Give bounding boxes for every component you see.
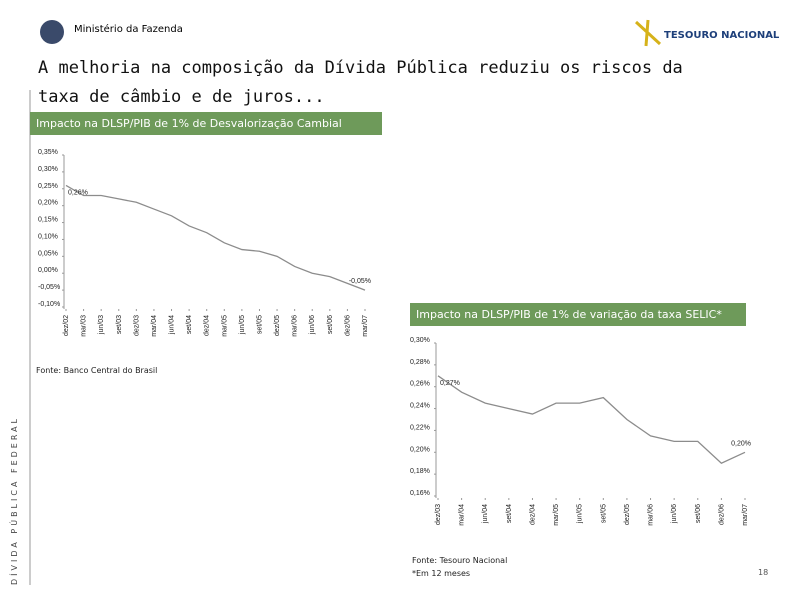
x-tick-label: mar/03 bbox=[81, 315, 88, 337]
y-tick-label: 0,15% bbox=[38, 217, 58, 224]
x-tick-label: jun/04 bbox=[169, 315, 176, 335]
x-tick-label: set/04 bbox=[186, 315, 193, 334]
annotation: -0,05% bbox=[349, 278, 371, 285]
y-tick-label: 0,20% bbox=[410, 446, 430, 453]
x-tick-label: jun/05 bbox=[577, 504, 584, 524]
note: *Em 12 meses bbox=[412, 569, 471, 578]
side-label: DÍVIDA PÚBLICA FEDERAL bbox=[10, 415, 19, 585]
x-tick-label: dez/04 bbox=[204, 315, 211, 336]
x-tick-label: jun/03 bbox=[98, 315, 105, 335]
y-tick-label: 0,18% bbox=[410, 468, 430, 475]
y-tick-label: 0,22% bbox=[410, 424, 430, 431]
source: Fonte: Tesouro Nacional bbox=[412, 556, 508, 565]
x-tick-label: jun/04 bbox=[482, 504, 489, 524]
chart-title: Impacto na DLSP/PIB de 1% de Desvaloriza… bbox=[30, 112, 382, 135]
y-tick-label: 0,30% bbox=[410, 337, 430, 344]
x-tick-label: set/06 bbox=[327, 315, 334, 334]
y-tick-label: 0,26% bbox=[410, 381, 430, 388]
x-tick-label: mar/04 bbox=[459, 504, 466, 526]
emblem bbox=[40, 20, 64, 44]
y-tick-label: 0,20% bbox=[38, 200, 58, 207]
slide-title: A melhoria na composição da Dívida Públi… bbox=[38, 58, 683, 107]
y-tick-label: 0,35% bbox=[38, 149, 58, 156]
x-tick-label: mar/05 bbox=[553, 504, 560, 526]
y-tick-label: 0,05% bbox=[38, 250, 58, 257]
x-tick-label: mar/06 bbox=[292, 315, 299, 337]
chart-title: Impacto na DLSP/PIB de 1% de variação da… bbox=[410, 303, 746, 326]
y-tick-label: -0,05% bbox=[38, 284, 60, 291]
y-tick-label: -0,10% bbox=[38, 301, 60, 308]
annotation: 0,26% bbox=[68, 189, 88, 196]
line bbox=[437, 375, 746, 464]
source: Fonte: Banco Central do Brasil bbox=[36, 366, 158, 375]
y-tick-label: 0,25% bbox=[38, 183, 58, 190]
line bbox=[65, 184, 366, 291]
x-tick-label: set/03 bbox=[116, 315, 123, 334]
x-tick-label: dez/05 bbox=[624, 504, 631, 525]
x-tick-label: jun/06 bbox=[671, 504, 678, 524]
x-tick-label: jun/05 bbox=[239, 315, 246, 335]
logo-mark bbox=[634, 19, 662, 47]
page-number: 18 bbox=[758, 568, 769, 577]
x-tick-label: mar/07 bbox=[742, 504, 749, 526]
annotation: 0,20% bbox=[731, 440, 751, 447]
x-tick-label: mar/05 bbox=[221, 315, 228, 337]
x-tick-label: set/05 bbox=[600, 504, 607, 523]
x-tick-label: dez/02 bbox=[63, 315, 70, 336]
x-tick-label: dez/06 bbox=[718, 504, 725, 525]
x-tick-label: set/05 bbox=[256, 315, 263, 334]
x-tick-label: dez/04 bbox=[529, 504, 536, 525]
y-tick-label: 0,28% bbox=[410, 359, 430, 366]
logo-text: TESOURO NACIONAL bbox=[664, 30, 780, 41]
y-tick-label: 0,16% bbox=[410, 490, 430, 497]
y-tick-label: 0,00% bbox=[38, 267, 58, 274]
x-tick-label: dez/05 bbox=[274, 315, 281, 336]
x-tick-label: mar/07 bbox=[362, 315, 369, 337]
ministry: Ministério da Fazenda bbox=[74, 24, 183, 35]
x-tick-label: set/06 bbox=[695, 504, 702, 523]
y-tick-label: 0,24% bbox=[410, 403, 430, 410]
x-tick-label: dez/03 bbox=[435, 504, 442, 525]
x-tick-label: mar/06 bbox=[648, 504, 655, 526]
x-tick-label: dez/06 bbox=[344, 315, 351, 336]
x-tick-label: dez/03 bbox=[133, 315, 140, 336]
x-tick-label: set/04 bbox=[506, 504, 513, 523]
x-tick-label: jun/06 bbox=[309, 315, 316, 335]
annotation: 0,27% bbox=[440, 380, 460, 387]
y-tick-label: 0,30% bbox=[38, 166, 58, 173]
y-tick-label: 0,10% bbox=[38, 233, 58, 240]
x-tick-label: mar/04 bbox=[151, 315, 158, 337]
